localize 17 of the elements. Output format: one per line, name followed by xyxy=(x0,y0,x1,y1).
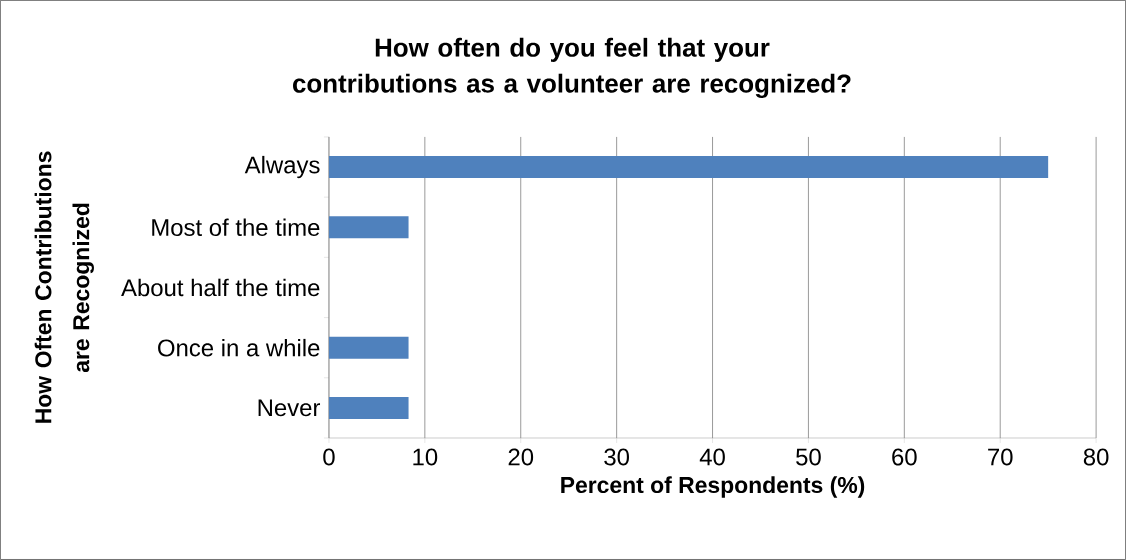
x-tick-label: 70 xyxy=(988,448,1013,466)
x-tick-label: 80 xyxy=(1083,448,1109,466)
x-tick-label: 20 xyxy=(508,448,534,466)
y-tick-label: Once in a while xyxy=(158,338,320,357)
y-tick-label: Most of the time xyxy=(152,218,320,237)
x-axis-title: Percent of Respondents (%) xyxy=(561,476,865,498)
x-tick-label: 10 xyxy=(413,448,438,466)
x-tick-label: 50 xyxy=(796,448,821,466)
y-tick-label: Always xyxy=(244,155,320,179)
x-tick-label: 40 xyxy=(699,448,725,466)
y-tick-label: Never xyxy=(258,399,321,417)
y-tick-label: About half the time xyxy=(121,278,320,297)
chart-title: How often do you feel that your contributions as a volunteer are recognized? xyxy=(293,37,851,99)
x-tick-label: 60 xyxy=(892,448,917,466)
y-axis-title: How Often Contributions are Recognized xyxy=(34,151,94,423)
x-tick-label: 30 xyxy=(604,448,629,466)
x-tick-label: 0 xyxy=(323,448,335,466)
